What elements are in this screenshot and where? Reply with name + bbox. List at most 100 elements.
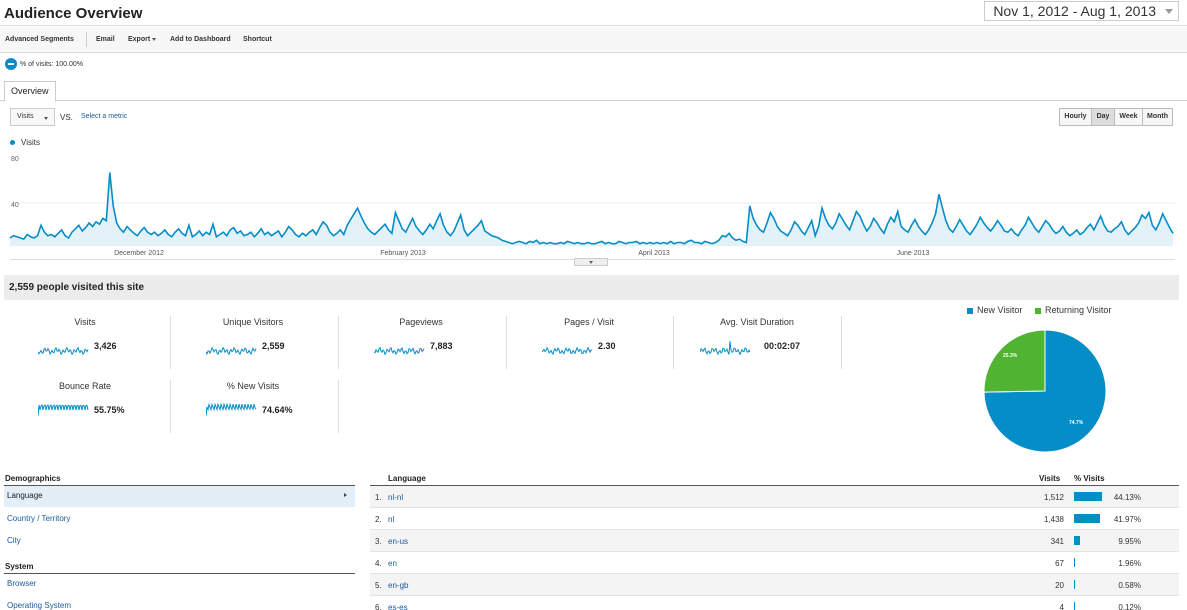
row-index: 6. — [375, 603, 382, 610]
metric-tile[interactable]: % New Visits 74.64% — [178, 381, 328, 431]
metric-label: Avg. Visit Duration — [720, 317, 794, 327]
tab-overview[interactable]: Overview — [4, 81, 56, 102]
demographics-item-city[interactable]: City — [7, 536, 21, 545]
row-visits: 1,512 — [1043, 493, 1064, 502]
metric-divider — [170, 316, 171, 369]
system-item-browser[interactable]: Browser — [7, 579, 37, 588]
metric-tile[interactable]: Unique Visitors 2,559 — [178, 317, 328, 367]
metric-label: Pageviews — [399, 317, 443, 327]
metric-divider — [673, 316, 674, 369]
visits-line-chart: 80 40 December 2012 February 2013 April … — [9, 156, 1175, 257]
chevron-right-icon — [344, 493, 347, 497]
tab-bar: Overview — [0, 80, 1187, 102]
chevron-down-icon — [44, 117, 48, 120]
row-index: 4. — [375, 559, 382, 568]
metric-divider — [338, 316, 339, 369]
pie-slice-new-visitor — [983, 329, 1107, 453]
system-rule — [4, 573, 355, 574]
table-row: 1. nl-nl 1,512 44.13% — [370, 486, 1179, 508]
segment-label: % of visits: 100.00% — [20, 60, 84, 68]
metric-tile[interactable]: Avg. Visit Duration 00:02:07 — [682, 317, 832, 367]
demographics-item-language[interactable]: Language — [4, 486, 355, 507]
pct-bar — [1074, 602, 1075, 610]
sparkline-path — [38, 346, 89, 355]
metric-sparkline — [38, 346, 89, 355]
metric-tile[interactable]: Pageviews 7,883 — [346, 317, 496, 367]
x-tick-label: December 2012 — [114, 250, 164, 257]
language-link[interactable]: en-us — [388, 537, 409, 546]
metric-value: 2.30 — [598, 341, 616, 351]
metric-select[interactable]: Visits — [10, 108, 55, 126]
language-link[interactable]: nl — [388, 515, 395, 524]
pie-legend-label: Returning Visitor — [1045, 305, 1112, 315]
row-index: 5. — [375, 581, 382, 590]
legend-swatch — [967, 307, 973, 314]
add-to-dashboard-button[interactable]: Add to Dashboard — [170, 36, 231, 43]
chart-collapse-handle[interactable] — [574, 258, 608, 266]
email-button[interactable]: Email — [96, 36, 115, 43]
language-column-header: Language — [388, 474, 426, 483]
system-item-operating-system[interactable]: Operating System — [7, 601, 72, 610]
granularity-hourly-button[interactable]: Hourly — [1059, 108, 1092, 126]
metric-label: % New Visits — [226, 381, 280, 391]
pct-bar — [1074, 580, 1075, 589]
granularity-day-button[interactable]: Day — [1091, 108, 1115, 126]
metric-value: 00:02:07 — [764, 341, 801, 351]
sparkline-path — [700, 340, 751, 355]
language-link[interactable]: nl-nl — [388, 493, 404, 502]
vs-label: VS. — [60, 113, 73, 122]
toolbar: Advanced Segments Email Export Add to Da… — [0, 27, 1187, 53]
row-visits: 341 — [1050, 537, 1064, 546]
header: Audience Overview Nov 1, 2012 - Aug 1, 2… — [0, 0, 1187, 26]
metric-sparkline — [206, 346, 257, 355]
x-tick-label: June 2013 — [897, 250, 930, 257]
metric-tile[interactable]: Bounce Rate 55.75% — [10, 381, 160, 431]
pct-bar — [1074, 536, 1081, 545]
pie-legend-returning: Returning Visitor — [1035, 305, 1111, 315]
advanced-segments-button[interactable]: Advanced Segments — [5, 36, 74, 43]
row-index: 3. — [375, 537, 382, 546]
chart-series — [9, 172, 1174, 246]
series-line — [9, 172, 1174, 245]
metric-divider — [170, 380, 171, 433]
sparkline-path — [38, 403, 89, 417]
table-header-rule — [370, 485, 1179, 486]
language-link[interactable]: en-gb — [388, 581, 409, 590]
metric-label: Unique Visitors — [222, 317, 284, 327]
metric-tile[interactable]: Pages / Visit 2.30 — [514, 317, 664, 367]
granularity-month-button[interactable]: Month — [1142, 108, 1173, 126]
metric-label: Visits — [74, 317, 96, 327]
pie-slice-returning-visitor — [983, 329, 1046, 393]
metric-sparkline — [38, 403, 89, 417]
row-pct: 9.95% — [1118, 537, 1141, 546]
table-row: 2. nl 1,438 41.97% — [370, 508, 1179, 530]
row-visits: 67 — [1055, 559, 1064, 568]
row-visits: 20 — [1055, 581, 1064, 590]
pie-legend-label: New Visitor — [977, 305, 1023, 315]
table-row: 5. en-gb 20 0.58% — [370, 574, 1179, 596]
metric-tile[interactable]: Visits 3,426 — [10, 317, 160, 367]
demographics-item-country[interactable]: Country / Territory — [7, 514, 71, 523]
export-button[interactable]: Export — [128, 36, 157, 43]
metric-sparkline — [700, 340, 751, 355]
language-link[interactable]: en — [388, 559, 397, 568]
pct-bar — [1074, 492, 1102, 501]
date-range-picker[interactable]: Nov 1, 2012 - Aug 1, 2013 — [984, 1, 1179, 21]
summary-bar: 2,559 people visited this site — [4, 275, 1179, 300]
language-link[interactable]: es-es — [388, 603, 408, 610]
system-heading: System — [5, 562, 34, 571]
demographics-item-label: Language — [7, 491, 43, 500]
page-title: Audience Overview — [4, 5, 143, 22]
segment-indicator[interactable]: % of visits: 100.00% — [5, 58, 83, 70]
pie-slice-label: 25.3% — [1003, 353, 1018, 359]
select-metric-link[interactable]: Select a metric — [81, 113, 128, 120]
demographics-heading: Demographics — [5, 474, 61, 483]
table-row: 3. en-us 341 9.95% — [370, 530, 1179, 552]
export-label: Export — [128, 36, 151, 43]
legend-swatch — [1035, 307, 1041, 314]
row-visits: 4 — [1059, 603, 1064, 610]
shortcut-button[interactable]: Shortcut — [243, 36, 272, 43]
granularity-week-button[interactable]: Week — [1114, 108, 1143, 126]
visits-column-header: Visits — [1039, 474, 1061, 483]
metric-sparkline — [206, 402, 257, 417]
